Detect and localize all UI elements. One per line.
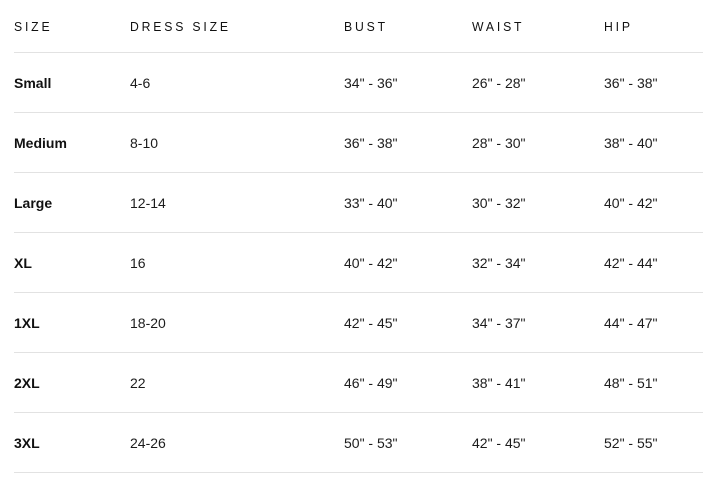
- dress-size-value: 12-14: [130, 194, 166, 211]
- column-header-hip: HIP: [604, 18, 633, 34]
- waist-value: 26" - 28": [472, 74, 526, 91]
- hip-value: 52" - 55": [604, 434, 658, 451]
- size-label: 2XL: [14, 374, 40, 391]
- hip-value: 44" - 47": [604, 314, 658, 331]
- dress-size-value: 8-10: [130, 134, 159, 151]
- hip-value: 48" - 51": [604, 374, 658, 391]
- table-row: Large 12-14 33" - 40" 30" - 32" 40" - 42…: [14, 173, 703, 233]
- column-header-dress-size: DRESS SIZE: [130, 18, 231, 34]
- size-label: Medium: [14, 134, 67, 151]
- table-row: Medium 8-10 36" - 38" 28" - 30" 38" - 40…: [14, 113, 703, 173]
- size-label: Large: [14, 194, 53, 211]
- table-row: Small 4-6 34" - 36" 26" - 28" 36" - 38": [14, 53, 703, 113]
- dress-size-value: 4-6: [130, 74, 151, 91]
- bust-value: 42" - 45": [344, 314, 398, 331]
- table-row: 2XL 22 46" - 49" 38" - 41" 48" - 51": [14, 353, 703, 413]
- hip-value: 42" - 44": [604, 254, 658, 271]
- hip-value: 38" - 40": [604, 134, 658, 151]
- column-header-waist: WAIST: [472, 18, 525, 34]
- size-chart-table: SIZE DRESS SIZE BUST WAIST HIP Small 4-6…: [14, 0, 703, 473]
- waist-value: 34" - 37": [472, 314, 526, 331]
- hip-value: 40" - 42": [604, 194, 658, 211]
- dress-size-value: 18-20: [130, 314, 166, 331]
- bust-value: 33" - 40": [344, 194, 398, 211]
- size-label: 3XL: [14, 434, 40, 451]
- column-header-size: SIZE: [14, 18, 53, 34]
- waist-value: 32" - 34": [472, 254, 526, 271]
- waist-value: 28" - 30": [472, 134, 526, 151]
- bust-value: 36" - 38": [344, 134, 398, 151]
- hip-value: 36" - 38": [604, 74, 658, 91]
- bust-value: 40" - 42": [344, 254, 398, 271]
- table-row: 1XL 18-20 42" - 45" 34" - 37" 44" - 47": [14, 293, 703, 353]
- table-header-row: SIZE DRESS SIZE BUST WAIST HIP: [14, 0, 703, 53]
- bust-value: 50" - 53": [344, 434, 398, 451]
- waist-value: 30" - 32": [472, 194, 526, 211]
- dress-size-value: 16: [130, 254, 146, 271]
- table-row: 3XL 24-26 50" - 53" 42" - 45" 52" - 55": [14, 413, 703, 473]
- bust-value: 34" - 36": [344, 74, 398, 91]
- size-label: 1XL: [14, 314, 40, 331]
- column-header-bust: BUST: [344, 18, 388, 34]
- table-row: XL 16 40" - 42" 32" - 34" 42" - 44": [14, 233, 703, 293]
- dress-size-value: 22: [130, 374, 146, 391]
- size-label: XL: [14, 254, 32, 271]
- waist-value: 38" - 41": [472, 374, 526, 391]
- size-label: Small: [14, 74, 52, 91]
- bust-value: 46" - 49": [344, 374, 398, 391]
- dress-size-value: 24-26: [130, 434, 166, 451]
- waist-value: 42" - 45": [472, 434, 526, 451]
